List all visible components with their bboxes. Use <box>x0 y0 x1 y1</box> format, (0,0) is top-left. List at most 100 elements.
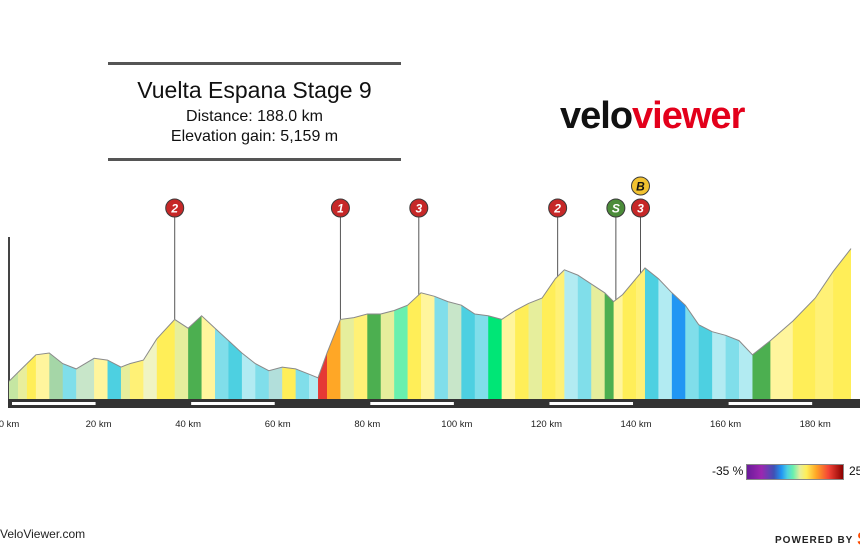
gradient-band <box>255 248 270 399</box>
gradient-band <box>698 248 713 399</box>
gradient-band <box>604 248 614 399</box>
gradient-band <box>613 248 623 399</box>
gradient-band <box>815 248 834 399</box>
gradient-band <box>770 248 794 399</box>
gradient-band <box>541 248 556 399</box>
bonus-marker-label: B <box>636 180 645 194</box>
distance-axis-segment <box>549 402 634 405</box>
gradient-band <box>725 248 740 399</box>
climb-marker-label: 3 <box>415 202 422 216</box>
gradient-band <box>49 248 64 399</box>
profile-outline <box>8 248 852 382</box>
gradient-band <box>35 248 50 399</box>
gradient-band <box>488 248 502 399</box>
gradient-colorbar <box>746 464 844 480</box>
gradient-band <box>671 248 686 399</box>
gradient-band <box>434 248 449 399</box>
stage-title: Vuelta Espana Stage 9 <box>137 77 372 103</box>
gradient-band <box>833 248 851 399</box>
gradient-band <box>644 248 659 399</box>
gradient-band <box>215 248 229 399</box>
category-markers: 2 1 3 2 S 3 B <box>165 176 650 320</box>
gradient-band <box>501 248 516 399</box>
gradient-band <box>564 248 579 399</box>
climb-marker-badge <box>330 198 350 218</box>
gradient-band <box>353 248 368 399</box>
gradient-band <box>120 248 131 399</box>
climb-marker-label: 3 <box>637 202 644 216</box>
elevation-gain-text: Elevation gain: 5,159 m <box>170 128 339 145</box>
gradient-band <box>62 248 77 399</box>
gradient-band <box>739 248 753 399</box>
gradient-band <box>474 248 489 399</box>
legend-max-label: 25 <box>849 464 860 478</box>
x-tick-label: 40 km <box>175 419 201 430</box>
svg-text:veloviewer: veloviewer <box>560 95 746 137</box>
x-tick-label: 120 km <box>531 419 562 430</box>
climb-marker-label: 2 <box>553 202 561 216</box>
x-tick-label: 0 km <box>0 419 19 430</box>
sprint-marker-label: S <box>612 202 620 216</box>
x-tick-label: 140 km <box>620 419 651 430</box>
powered-by-strava: POWERED BY ST <box>775 527 860 549</box>
x-tick-label: 80 km <box>354 419 380 430</box>
gradient-band <box>318 248 328 399</box>
distance-text: Distance: 188.0 km <box>186 108 323 125</box>
title-bottom-rule <box>108 158 401 161</box>
x-tick-label: 180 km <box>800 419 831 430</box>
gradient-band <box>421 248 435 399</box>
distance-axis-segment <box>191 402 275 405</box>
gradient-band <box>326 248 341 399</box>
gradient-band <box>591 248 605 399</box>
gradient-band <box>636 248 646 399</box>
elevation-profile-chart: 2 1 3 2 S 3 B 0 km 20 km 40 km 60 km 80 km 100 km 12… <box>0 176 860 430</box>
gradient-legend: -35 % 25 <box>700 462 860 482</box>
gradient-band <box>201 248 216 399</box>
gradient-band <box>107 248 122 399</box>
bonus-marker-badge <box>631 176 650 196</box>
gradient-band <box>309 248 319 399</box>
gradient-band <box>174 248 189 399</box>
distance-axis-segment <box>370 402 454 405</box>
gradient-band <box>528 248 543 399</box>
title-top-rule <box>108 62 401 65</box>
gradient-bands <box>9 248 851 399</box>
gradient-band <box>9 248 19 399</box>
gradient-band <box>367 248 382 399</box>
gradient-band <box>658 248 673 399</box>
gradient-band <box>76 248 95 399</box>
gradient-band <box>685 248 700 399</box>
x-tick-label: 20 km <box>86 419 112 430</box>
x-tick-label: 60 km <box>265 419 291 430</box>
title-block: Vuelta Espana Stage 9 Distance: 188.0 km… <box>108 62 401 162</box>
gradient-band <box>380 248 395 399</box>
climb-marker-badge <box>409 198 429 218</box>
gradient-band <box>143 248 158 399</box>
strava-brand-text: ST <box>857 529 860 549</box>
distance-axis-segment <box>12 402 96 405</box>
gradient-band <box>241 248 256 399</box>
gradient-band <box>515 248 529 399</box>
x-tick-label: 100 km <box>441 419 472 430</box>
footer-site-text: VeloViewer.com <box>0 527 86 541</box>
climb-marker-badge <box>548 198 568 218</box>
distance-axis-segment <box>728 402 813 405</box>
x-tick-label: 160 km <box>710 419 741 430</box>
gradient-band <box>792 248 816 399</box>
climb-marker-label: 1 <box>337 202 344 216</box>
gradient-band <box>282 248 296 399</box>
logo-text-viewer: viewer <box>632 95 746 137</box>
veloviewer-logo: veloviewer <box>560 95 747 137</box>
gradient-band <box>295 248 310 399</box>
logo-text-velo: velo <box>560 95 632 137</box>
gradient-band <box>188 248 202 399</box>
gradient-band <box>555 248 565 399</box>
climb-marker-badge <box>631 198 650 218</box>
x-axis: 0 km 20 km 40 km 60 km 80 km 100 km 120 km 140 … <box>0 399 860 430</box>
gradient-band <box>26 248 37 399</box>
gradient-band <box>712 248 726 399</box>
gradient-band <box>268 248 283 399</box>
sprint-marker-badge <box>606 198 626 218</box>
gradient-band <box>577 248 592 399</box>
gradient-band <box>752 248 771 399</box>
